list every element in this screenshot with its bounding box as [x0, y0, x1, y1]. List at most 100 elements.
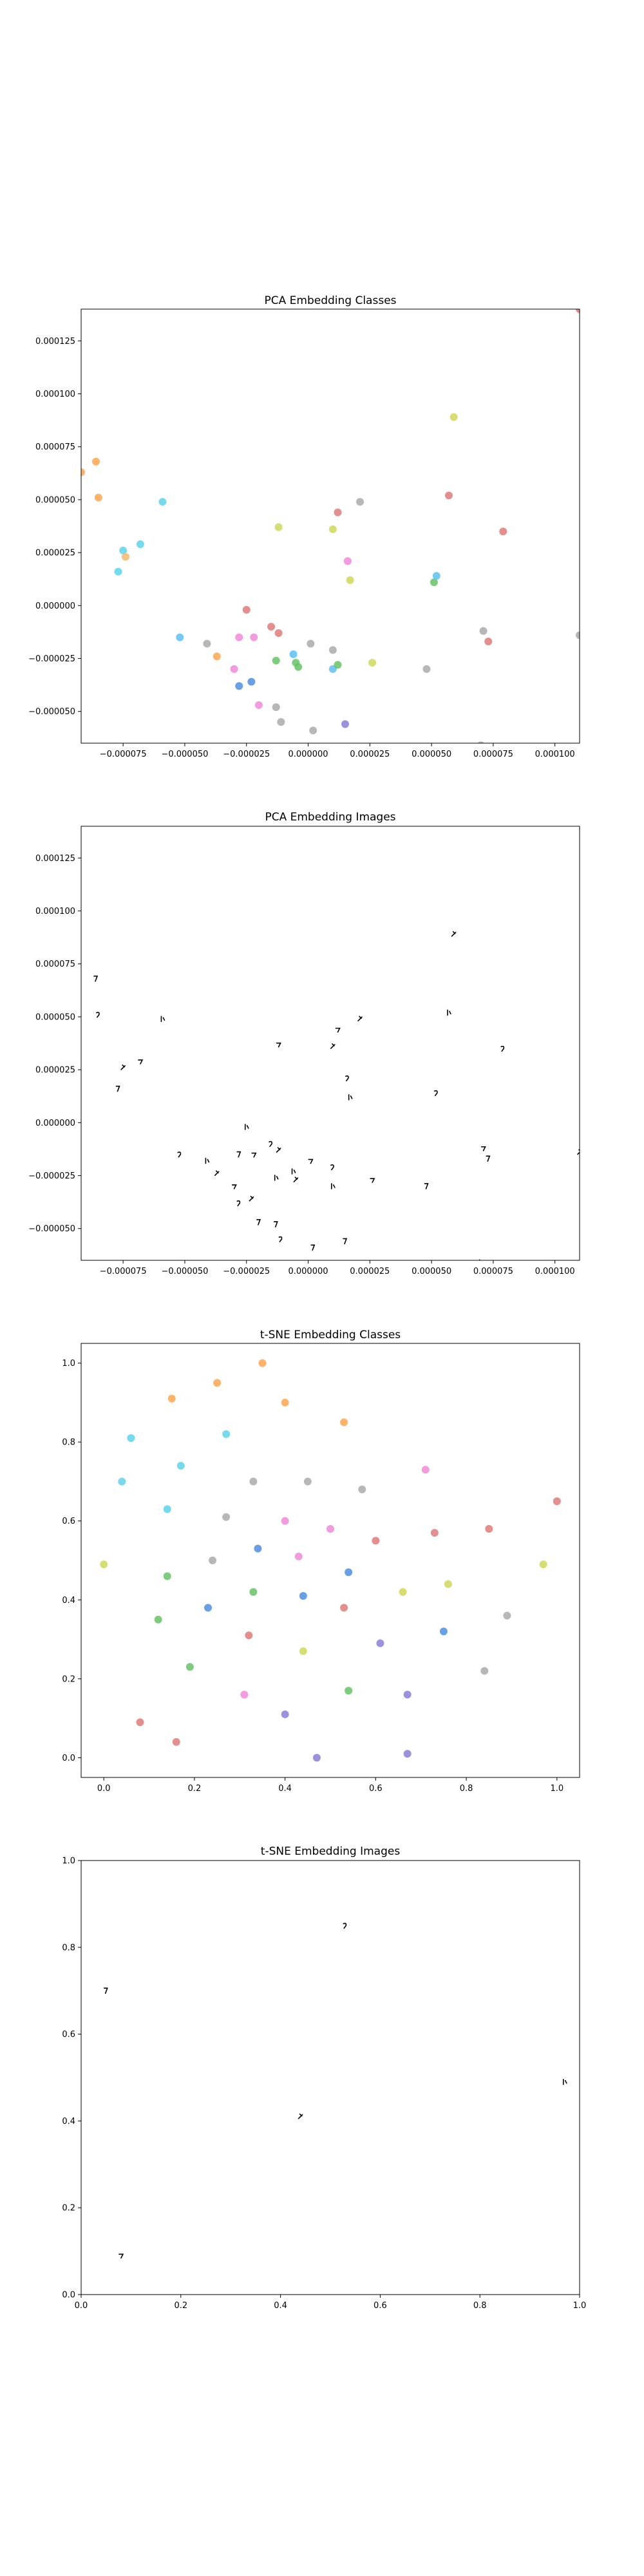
x-tick-label: 0.000025	[350, 750, 390, 759]
scatter-point	[167, 1394, 176, 1403]
y-tick-label: 0.0	[62, 1754, 75, 1763]
scatter-point	[91, 457, 100, 466]
scatter-point	[327, 1524, 334, 1533]
x-tick-label: 0.4	[278, 1784, 292, 1794]
scatter-point	[439, 1627, 448, 1636]
scatter-point	[309, 726, 317, 735]
scatter-point	[403, 1690, 412, 1699]
chart-title: t-SNE Embedding Classes	[260, 1329, 401, 1341]
image-point	[331, 1183, 336, 1189]
plot-area	[93, 828, 580, 1260]
scatter-point	[163, 1572, 171, 1580]
x-tick-label: 0.8	[473, 2301, 487, 2311]
image-point	[115, 1085, 120, 1092]
image-point	[357, 1016, 363, 1021]
x-tick-label: 0.000075	[473, 1267, 513, 1276]
y-tick-label: 0.2	[62, 1674, 75, 1684]
scatter-point	[294, 663, 303, 671]
image-point	[308, 1159, 314, 1164]
y-tick-label: 0.000075	[35, 442, 75, 452]
scatter-point	[444, 491, 453, 500]
image-point	[244, 1124, 249, 1130]
scatter-point	[213, 1379, 222, 1387]
y-tick-label: 0.6	[62, 1517, 75, 1526]
scatter-point	[372, 1537, 380, 1545]
scatter-point	[230, 665, 238, 673]
scatter-point	[245, 1631, 253, 1640]
scatter-point	[403, 1750, 412, 1758]
y-tick-label: 0.000125	[35, 337, 75, 346]
x-tick-label: 1.0	[573, 2301, 587, 2311]
image-point	[214, 1170, 220, 1176]
y-tick-label: −0.000025	[28, 1171, 75, 1181]
scatter-point	[163, 1505, 171, 1513]
scatter-point	[328, 646, 337, 654]
y-tick-label: 0.8	[62, 1943, 75, 1953]
x-tick-label: −0.000025	[223, 750, 270, 759]
y-tick-label: 0.8	[62, 1438, 75, 1448]
y-tick-label: 0.0	[62, 2291, 75, 2300]
x-tick-label: 0.000000	[288, 750, 328, 759]
scatter-point	[235, 682, 243, 690]
scatter-point	[340, 1418, 348, 1426]
y-tick-label: 0.6	[62, 2030, 75, 2040]
image-point	[276, 1042, 281, 1048]
image-point	[348, 1094, 353, 1101]
y-tick-label: 0.000050	[35, 495, 75, 505]
y-tick-label: 0.000050	[35, 1012, 75, 1022]
x-tick-label: 0.0	[97, 1784, 111, 1794]
scatter-point	[281, 1710, 289, 1718]
image-point	[370, 1178, 375, 1183]
image-point	[562, 2078, 567, 2085]
image-point	[93, 975, 99, 982]
x-tick-label: 0.8	[460, 1784, 473, 1794]
axes-frame	[80, 308, 580, 744]
x-tick-label: −0.000050	[161, 1267, 208, 1276]
axes-frame	[80, 826, 580, 1261]
chart-tsne-embedding-classes: t-SNE Embedding Classes 0.0 0.2 0.4 0.6 0.8 1…	[62, 1329, 580, 1794]
scatter-point	[499, 527, 507, 536]
scatter-point	[240, 1690, 249, 1699]
scatter-point	[249, 1477, 258, 1486]
image-point	[451, 931, 457, 937]
chart-pca-embedding-images: PCA Embedding Images −0.000075 −0.000050 −…	[28, 811, 580, 1276]
x-tick-label: 0.000050	[412, 1267, 451, 1276]
y-tick-label: 0.000100	[35, 390, 75, 399]
image-point	[120, 1065, 126, 1070]
scatter-point	[274, 629, 283, 638]
scatter-point	[209, 1557, 217, 1564]
x-tick-label: 0.000100	[535, 1267, 575, 1276]
image-point	[500, 1045, 505, 1052]
scatter-point	[274, 523, 283, 531]
image-point	[236, 1151, 242, 1158]
image-point	[291, 1168, 296, 1175]
scatter-point	[204, 1604, 213, 1612]
chart-title: PCA Embedding Images	[265, 811, 395, 824]
image-point	[486, 1155, 491, 1162]
image-point	[273, 1221, 278, 1227]
image-point	[138, 1059, 144, 1065]
image-point	[447, 1009, 451, 1016]
scatter-point	[281, 1517, 289, 1525]
image-point	[177, 1151, 182, 1158]
scatter-point	[422, 665, 431, 673]
plot-area	[81, 309, 580, 743]
x-tick-label: 1.0	[550, 1784, 564, 1794]
scatter-point	[272, 703, 280, 712]
y-tick-label: −0.000050	[28, 707, 75, 717]
x-tick-label: 0.0	[75, 2301, 88, 2311]
scatter-point	[345, 1568, 353, 1577]
scatter-point	[299, 1647, 307, 1655]
scatter-point	[484, 638, 493, 646]
image-point	[293, 1177, 299, 1182]
scatter-point	[222, 1430, 231, 1438]
y-tick-label: 0.000000	[35, 601, 75, 611]
scatter-point	[254, 1544, 262, 1553]
scatter-point	[172, 1738, 180, 1746]
y-tick-label: 0.4	[62, 2117, 75, 2126]
scatter-point	[376, 1639, 384, 1647]
image-point	[274, 1174, 279, 1181]
axes-frame	[80, 1343, 580, 1778]
scatter-point	[94, 493, 102, 502]
x-tick-label: −0.000025	[223, 1267, 270, 1276]
